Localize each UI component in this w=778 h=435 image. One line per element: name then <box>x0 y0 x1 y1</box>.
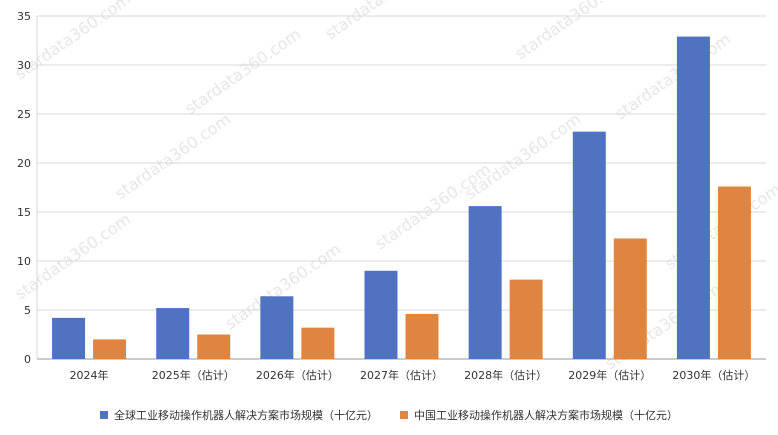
bar-global <box>156 308 190 359</box>
bar-china <box>717 186 751 359</box>
legend-swatch-china <box>400 411 408 419</box>
bar-global <box>260 296 294 359</box>
x-tick-label: 2027年（估计） <box>360 368 443 382</box>
legend: 全球工业移动操作机器人解决方案市场规模（十亿元） 中国工业移动操作机器人解决方案… <box>0 404 778 426</box>
legend-label-global: 全球工业移动操作机器人解决方案市场规模（十亿元） <box>114 409 378 422</box>
legend-label-china: 中国工业移动操作机器人解决方案市场规模（十亿元） <box>414 409 678 422</box>
watermark-text: stardata360.com <box>511 0 634 63</box>
x-tick-label: 2025年（估计） <box>152 368 235 382</box>
y-tick-label: 30 <box>17 59 31 72</box>
y-tick-label: 35 <box>17 10 31 23</box>
bar-china <box>93 339 127 359</box>
bar-global <box>52 317 86 359</box>
y-tick-label: 10 <box>17 255 31 268</box>
y-axis: 0 5 10 15 20 25 30 35 <box>17 10 38 366</box>
gridlines <box>37 15 766 360</box>
x-tick-label: 2029年（估计） <box>568 368 651 382</box>
y-tick-label: 15 <box>17 206 31 219</box>
y-tick-label: 25 <box>17 108 31 121</box>
bar-global <box>364 270 398 359</box>
bar-china <box>509 279 543 359</box>
bar-chart: stardata360.com stardata360.comstardata36… <box>11 0 778 382</box>
y-tick-label: 0 <box>24 353 31 366</box>
bars <box>52 36 751 359</box>
watermark-text: stardata360.com <box>111 109 234 203</box>
y-tick-label: 5 <box>24 304 31 317</box>
bar-china <box>301 327 335 359</box>
watermark-text: stardata360.com <box>181 24 304 118</box>
y-tick-label: 20 <box>17 157 31 170</box>
bar-global <box>468 206 502 359</box>
legend-item-global[interactable]: 全球工业移动操作机器人解决方案市场规模（十亿元） <box>100 407 378 423</box>
bar-global <box>572 131 606 359</box>
x-tick-label: 2024年 <box>70 368 109 382</box>
legend-swatch-global <box>100 411 108 419</box>
x-tick-label: 2028年（估计） <box>464 368 547 382</box>
bar-china <box>613 238 647 359</box>
bar-global <box>676 36 710 359</box>
watermark-text: stardata360.com <box>461 109 584 203</box>
x-tick-label: 2026年（估计） <box>256 368 339 382</box>
watermark-text: stardata360.com <box>611 29 734 123</box>
x-axis: 2024年 2025年（估计） 2026年（估计） 2027年（估计） 2028年（估计… <box>70 368 756 382</box>
bar-china <box>405 313 439 359</box>
x-tick-label: 2030年（估计） <box>672 368 755 382</box>
watermark-text: stardata360.com <box>321 0 444 43</box>
bar-china <box>197 334 231 359</box>
legend-item-china[interactable]: 中国工业移动操作机器人解决方案市场规模（十亿元） <box>400 407 678 423</box>
